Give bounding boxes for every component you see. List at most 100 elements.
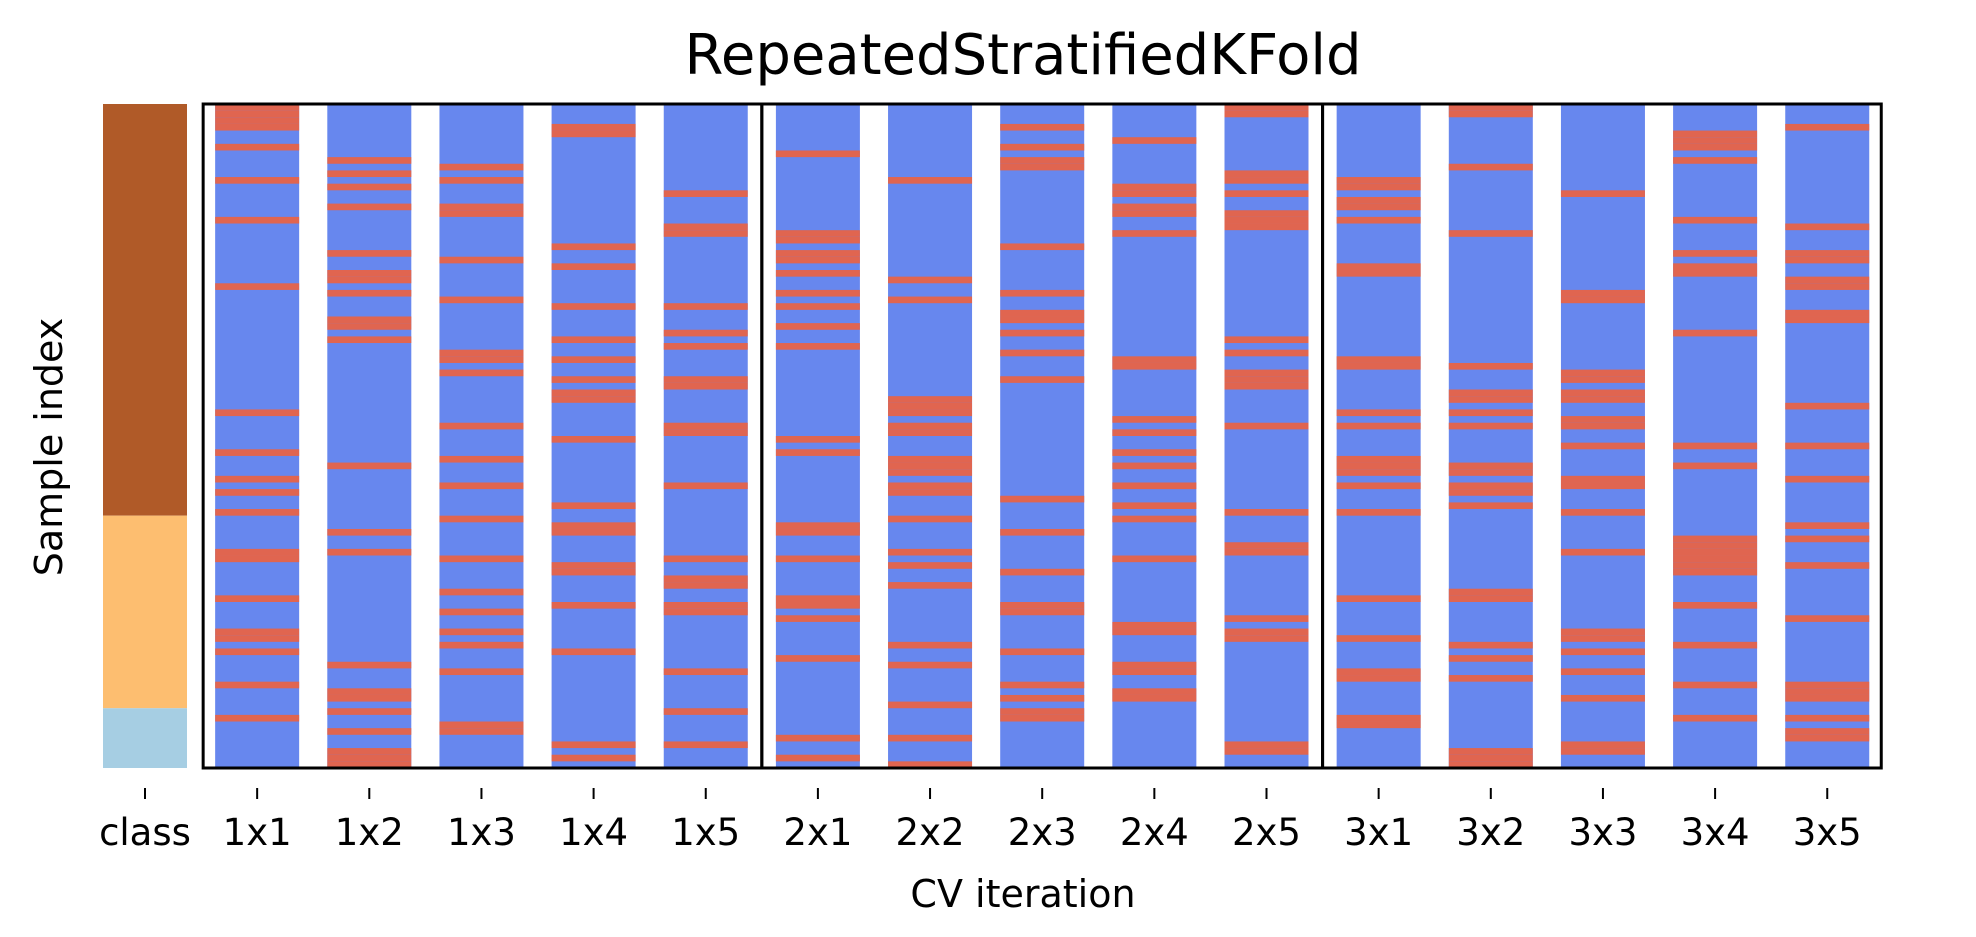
test-sample [1336,721,1421,729]
test-sample [327,270,412,277]
test-sample [439,728,524,735]
fold-column-3x1 [1336,104,1421,768]
test-sample [1112,210,1197,217]
test-sample [663,668,748,676]
test-sample [551,356,636,363]
test-sample [1112,502,1197,510]
train-samples [1336,104,1421,768]
test-sample [1785,688,1870,695]
fold-column-2x3 [1000,104,1085,768]
x-tick-label: 2x1 [783,811,852,854]
repeat-frame-3 [1321,102,1883,770]
test-sample [888,641,973,649]
test-sample [1785,123,1870,131]
test-sample [1560,741,1645,749]
test-sample [663,482,748,490]
test-sample [1336,714,1421,722]
test-sample [1336,270,1421,277]
x-axis-label: CV iteration [910,872,1135,916]
test-sample [327,748,412,755]
test-sample [1448,502,1533,510]
test-sample [327,708,412,715]
test-sample [551,389,636,397]
test-sample [1448,422,1533,430]
test-sample [1224,422,1309,430]
test-sample [439,356,524,363]
test-sample [1000,708,1085,715]
cv-fold-columns [215,104,1870,768]
test-sample [1448,389,1533,397]
test-sample [1448,104,1533,111]
test-sample [663,230,748,237]
test-sample [439,177,524,184]
test-sample [1224,104,1309,111]
test-sample [663,422,748,430]
test-sample [215,110,300,118]
test-sample [551,130,636,138]
test-sample [1448,469,1533,476]
test-sample [439,422,524,430]
test-sample [1785,615,1870,622]
test-sample [1000,495,1085,503]
test-sample [1673,641,1758,649]
test-sample [1785,402,1870,410]
x-tick-label: 2x5 [1232,811,1301,854]
test-sample [888,276,973,284]
test-sample [1785,562,1870,569]
test-sample [775,323,860,330]
test-sample [439,555,524,563]
test-sample [888,515,973,523]
test-sample [888,429,973,436]
test-sample [775,343,860,350]
test-sample [327,276,412,284]
test-sample [1785,734,1870,742]
test-sample [1560,190,1645,197]
test-sample [1448,655,1533,662]
test-sample [1224,110,1309,118]
test-sample [439,203,524,211]
test-sample [1112,362,1197,370]
test-sample [1224,548,1309,556]
test-sample [551,336,636,344]
test-sample [663,303,748,310]
test-sample [663,708,748,715]
test-sample [327,661,412,669]
test-sample [775,555,860,563]
test-sample [1336,668,1421,676]
test-sample [215,104,300,111]
test-sample [215,123,300,131]
test-sample [551,562,636,569]
test-sample [775,754,860,762]
test-sample [1336,216,1421,224]
fold-column-3x3 [1560,104,1645,768]
test-sample [215,177,300,184]
test-sample [1673,130,1758,138]
chart-title: RepeatedStratifiedKFold [684,23,1361,88]
test-sample [1560,289,1645,297]
fold-column-3x2 [1448,104,1533,768]
test-sample [1224,223,1309,231]
test-sample [1112,555,1197,563]
test-sample [775,270,860,277]
test-sample [888,482,973,490]
test-sample [663,190,748,197]
fold-column-1x5 [663,104,748,768]
test-sample [888,409,973,417]
test-sample [1000,309,1085,317]
test-sample [327,250,412,257]
test-sample [775,256,860,264]
test-sample [1000,143,1085,151]
test-sample [1000,349,1085,357]
test-sample [888,734,973,742]
test-sample [1224,628,1309,636]
fold-column-2x4 [1112,104,1197,768]
test-sample [1673,462,1758,470]
test-sample [1673,562,1758,569]
test-sample [1560,422,1645,430]
x-tick-label: 2x3 [1008,811,1077,854]
test-sample [215,628,300,636]
train-samples [327,104,412,768]
test-sample [663,429,748,436]
fold-column-1x3 [439,104,524,768]
test-sample [1673,714,1758,722]
